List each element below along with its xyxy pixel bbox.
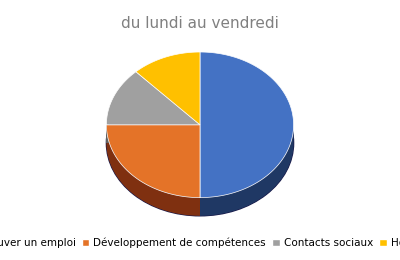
Polygon shape <box>200 127 294 216</box>
Polygon shape <box>106 125 200 143</box>
Text: du lundi au vendredi: du lundi au vendredi <box>121 16 279 31</box>
Polygon shape <box>136 52 200 125</box>
Polygon shape <box>106 125 200 198</box>
Legend: Trouver un emploi, Développement de compétences, Contacts sociaux, Hobbys: Trouver un emploi, Développement de comp… <box>0 233 400 252</box>
Polygon shape <box>106 125 200 143</box>
Polygon shape <box>106 125 200 216</box>
Polygon shape <box>106 72 200 125</box>
Polygon shape <box>200 52 294 198</box>
Ellipse shape <box>106 70 294 216</box>
